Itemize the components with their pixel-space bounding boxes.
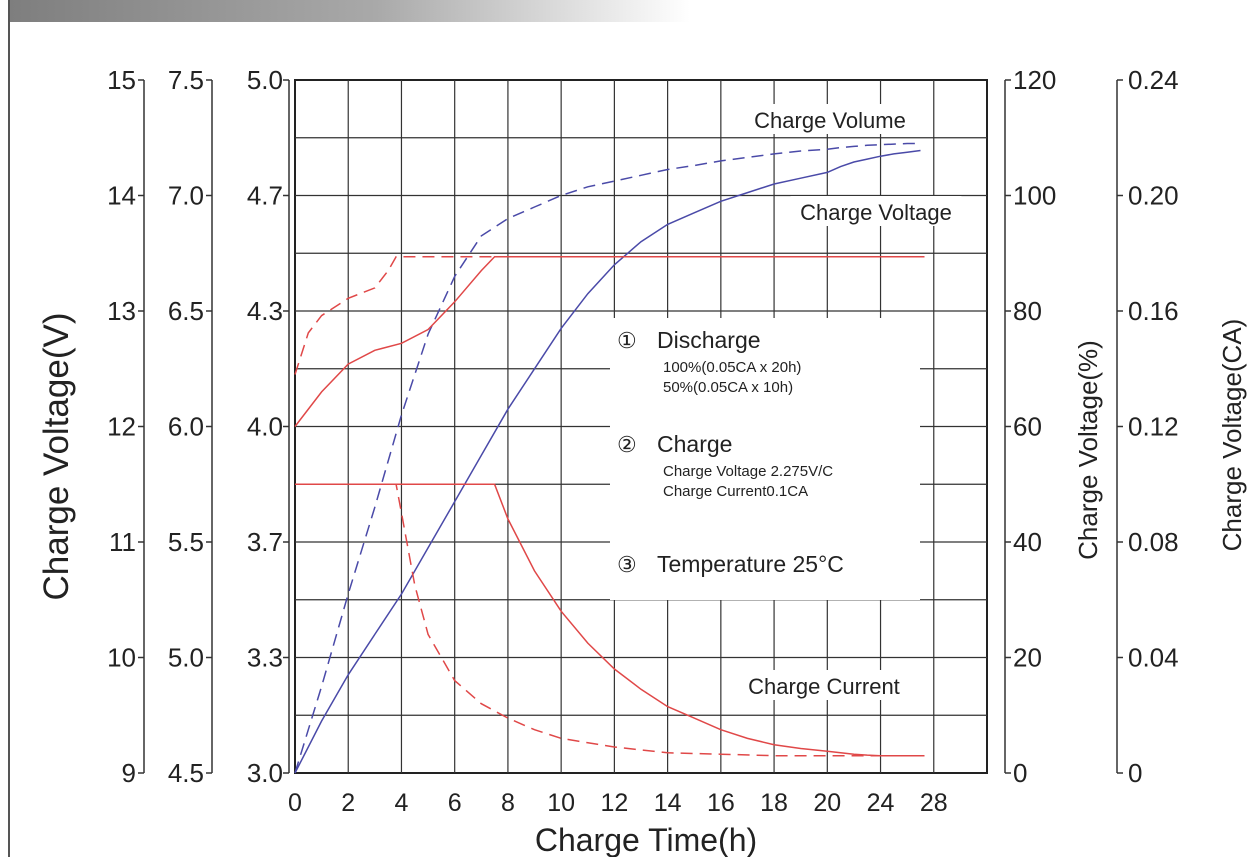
- legend-item-title: Temperature 25°C: [657, 551, 844, 577]
- left-border: [0, 0, 10, 857]
- left-tick-label: 4.7: [247, 181, 283, 211]
- right-tick-label: 60: [1013, 412, 1042, 442]
- right-tick-label: 40: [1013, 527, 1042, 557]
- right-tick-label: 0.16: [1128, 296, 1179, 326]
- curve-label-current: Charge Current: [748, 674, 900, 699]
- curve-label-bg: [738, 670, 910, 700]
- series-line-volume-solid: [294, 149, 921, 774]
- right-tick-label: 0: [1128, 758, 1142, 788]
- right-tick-label: 0.04: [1128, 643, 1179, 673]
- series-line-voltage-dashed: [294, 255, 925, 375]
- x-tick-label: 28: [920, 789, 948, 817]
- x-axis-title: Charge Time(h): [535, 822, 757, 857]
- left-tick-label: 5.0: [247, 65, 283, 95]
- left-tick-label: 7.5: [168, 65, 204, 95]
- x-tick-label: 18: [760, 789, 788, 817]
- right-axis-title-ca: Charge Voltage(CA): [1217, 319, 1247, 552]
- left-tick-label: 6.0: [168, 412, 204, 442]
- curve-label-volume: Charge Volume: [754, 108, 906, 133]
- right-tick-label: 120: [1013, 65, 1056, 95]
- left-tick-label: 5.0: [168, 643, 204, 673]
- x-tick-label: 4: [395, 789, 409, 817]
- x-tick-label: 2: [341, 789, 355, 817]
- left-tick-label: 13: [107, 296, 136, 326]
- left-tick-label: 7.0: [168, 181, 204, 211]
- left-tick-label: 9: [122, 758, 136, 788]
- right-tick-label: 80: [1013, 296, 1042, 326]
- left-tick-label: 6.5: [168, 296, 204, 326]
- x-tick-label: 8: [501, 789, 515, 817]
- left-tick-label: 15: [107, 65, 136, 95]
- legend-item-line: 50%(0.05CA x 10h): [663, 379, 793, 396]
- right-tick-label: 0.12: [1128, 412, 1179, 442]
- curve-label-voltage: Charge Voltage: [800, 200, 952, 225]
- legend-item-title: Charge: [657, 431, 732, 457]
- legend-box: [610, 318, 920, 600]
- legend-item-line: Charge Voltage 2.275V/C: [663, 463, 833, 480]
- series-line-current-solid: [295, 483, 925, 757]
- curve-label-bg: [750, 104, 910, 134]
- left-tick-label: 5.5: [168, 527, 204, 557]
- series-line-current-dashed: [295, 483, 925, 757]
- left-tick-label: 14: [107, 181, 136, 211]
- curve-label-bg: [790, 196, 962, 226]
- left-axis-title: Charge Voltage(V): [37, 313, 76, 601]
- x-tick-label: 16: [707, 789, 735, 817]
- x-tick-label: 12: [600, 789, 628, 817]
- legend-marker: ①: [617, 328, 637, 353]
- right-tick-label: 100: [1013, 181, 1056, 211]
- left-tick-label: 10: [107, 643, 136, 673]
- left-tick-label: 12: [107, 412, 136, 442]
- x-tick-label: 0: [288, 789, 302, 817]
- left-tick-label: 4.5: [168, 758, 204, 788]
- header-banner: [0, 0, 1255, 22]
- legend-marker: ③: [617, 552, 637, 577]
- x-tick-label: 6: [448, 789, 462, 817]
- x-tick-label: 24: [867, 789, 895, 817]
- legend-marker: ②: [617, 432, 637, 457]
- left-tick-label: 4.3: [247, 296, 283, 326]
- right-tick-label: 0: [1013, 758, 1027, 788]
- legend-item-title: Discharge: [657, 327, 761, 353]
- legend-item-line: Charge Current0.1CA: [663, 483, 808, 500]
- right-axis-title-percent: Charge Voltage(%): [1073, 340, 1103, 560]
- left-tick-label: 3.0: [247, 758, 283, 788]
- right-tick-label: 0.20: [1128, 181, 1179, 211]
- x-tick-label: 14: [654, 789, 682, 817]
- legend-item-line: 100%(0.05CA x 20h): [663, 359, 801, 376]
- right-tick-label: 20: [1013, 643, 1042, 673]
- x-tick-label: 20: [813, 789, 841, 817]
- x-tick-label: 10: [547, 789, 575, 817]
- right-tick-label: 0.08: [1128, 527, 1179, 557]
- left-tick-label: 4.0: [247, 412, 283, 442]
- left-tick-label: 11: [109, 527, 136, 557]
- right-tick-label: 0.24: [1128, 65, 1179, 95]
- left-tick-label: 3.7: [247, 527, 283, 557]
- left-tick-label: 3.3: [247, 643, 283, 673]
